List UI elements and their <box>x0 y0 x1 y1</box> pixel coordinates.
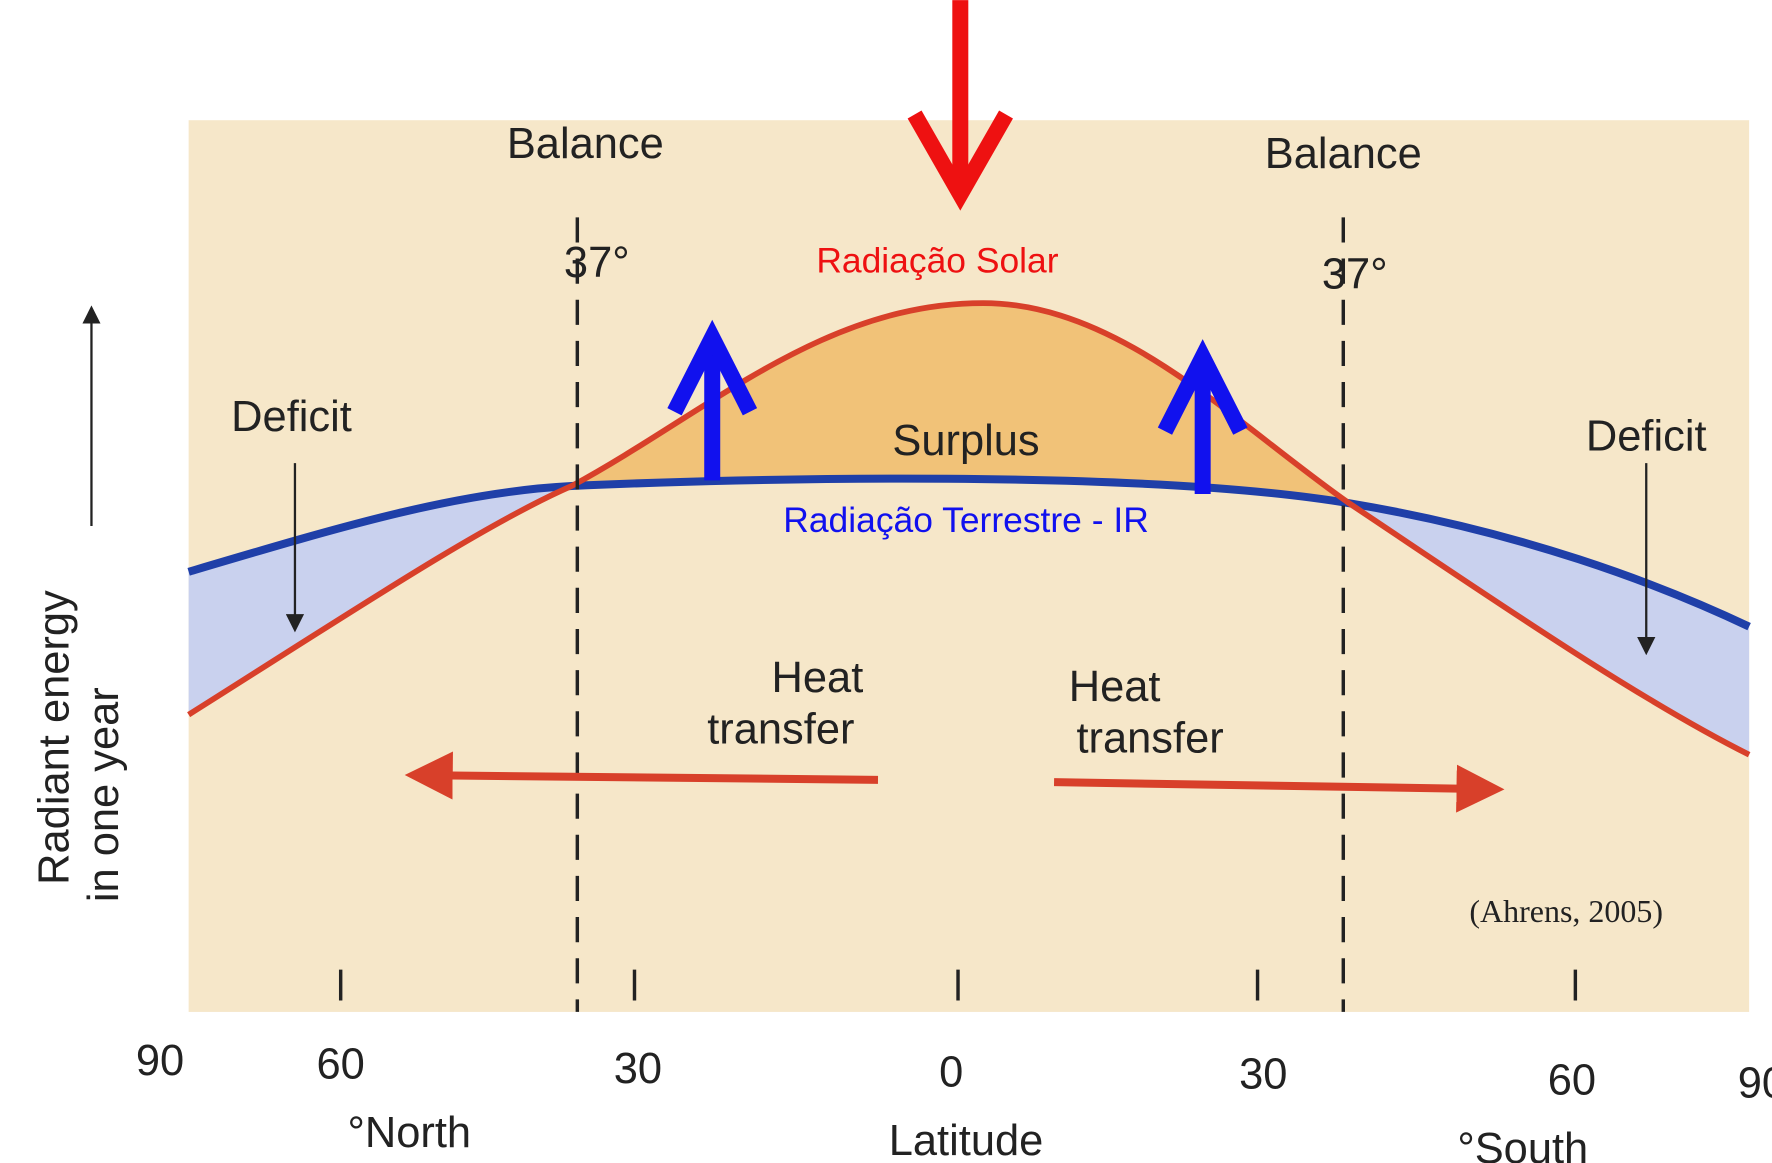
x-tick-label: 60 <box>1548 1056 1596 1104</box>
label: Radiação Solar <box>816 240 1058 280</box>
heat-arrow <box>1053 764 1505 813</box>
y-axis-label: Radiant energy <box>31 590 79 885</box>
x-ticks <box>338 969 1578 1001</box>
x-axis-label: °South <box>1457 1125 1588 1163</box>
ir-arrow <box>667 319 758 481</box>
label: Heat <box>772 654 864 702</box>
label: Deficit <box>1586 413 1707 461</box>
y-axis-label: in one year <box>80 687 128 902</box>
label: transfer <box>1076 714 1223 762</box>
label: 37° <box>564 239 630 287</box>
x-axis-label: Latitude <box>889 1117 1044 1163</box>
solar-arrow <box>907 0 1013 211</box>
solar-curve <box>187 300 1751 758</box>
label: Deficit <box>231 393 352 441</box>
x-tick-label: 60 <box>317 1040 365 1088</box>
heat-arrow <box>404 751 879 800</box>
label: Surplus <box>892 417 1039 465</box>
citation: (Ahrens, 2005) <box>1469 893 1663 929</box>
label: Balance <box>507 120 664 168</box>
x-tick-label: 0 <box>939 1048 963 1096</box>
surplus-area <box>571 303 1350 504</box>
label: Balance <box>1265 130 1422 178</box>
x-tick-label: 30 <box>614 1045 662 1093</box>
x-axis-label: °North <box>347 1109 471 1157</box>
label: transfer <box>707 705 854 753</box>
label: Heat <box>1069 663 1161 711</box>
x-tick-label: 30 <box>1239 1051 1287 1099</box>
x-tick-label: 90 <box>1738 1060 1772 1108</box>
ir-arrow <box>1157 339 1248 495</box>
label: Radiação Terrestre - IR <box>783 500 1149 540</box>
terrestrial-curve <box>187 474 1751 631</box>
deficit-area <box>1349 503 1750 755</box>
x-tick-label: 90 <box>136 1037 184 1085</box>
deficit-area <box>188 486 572 715</box>
label: 37° <box>1322 250 1388 298</box>
